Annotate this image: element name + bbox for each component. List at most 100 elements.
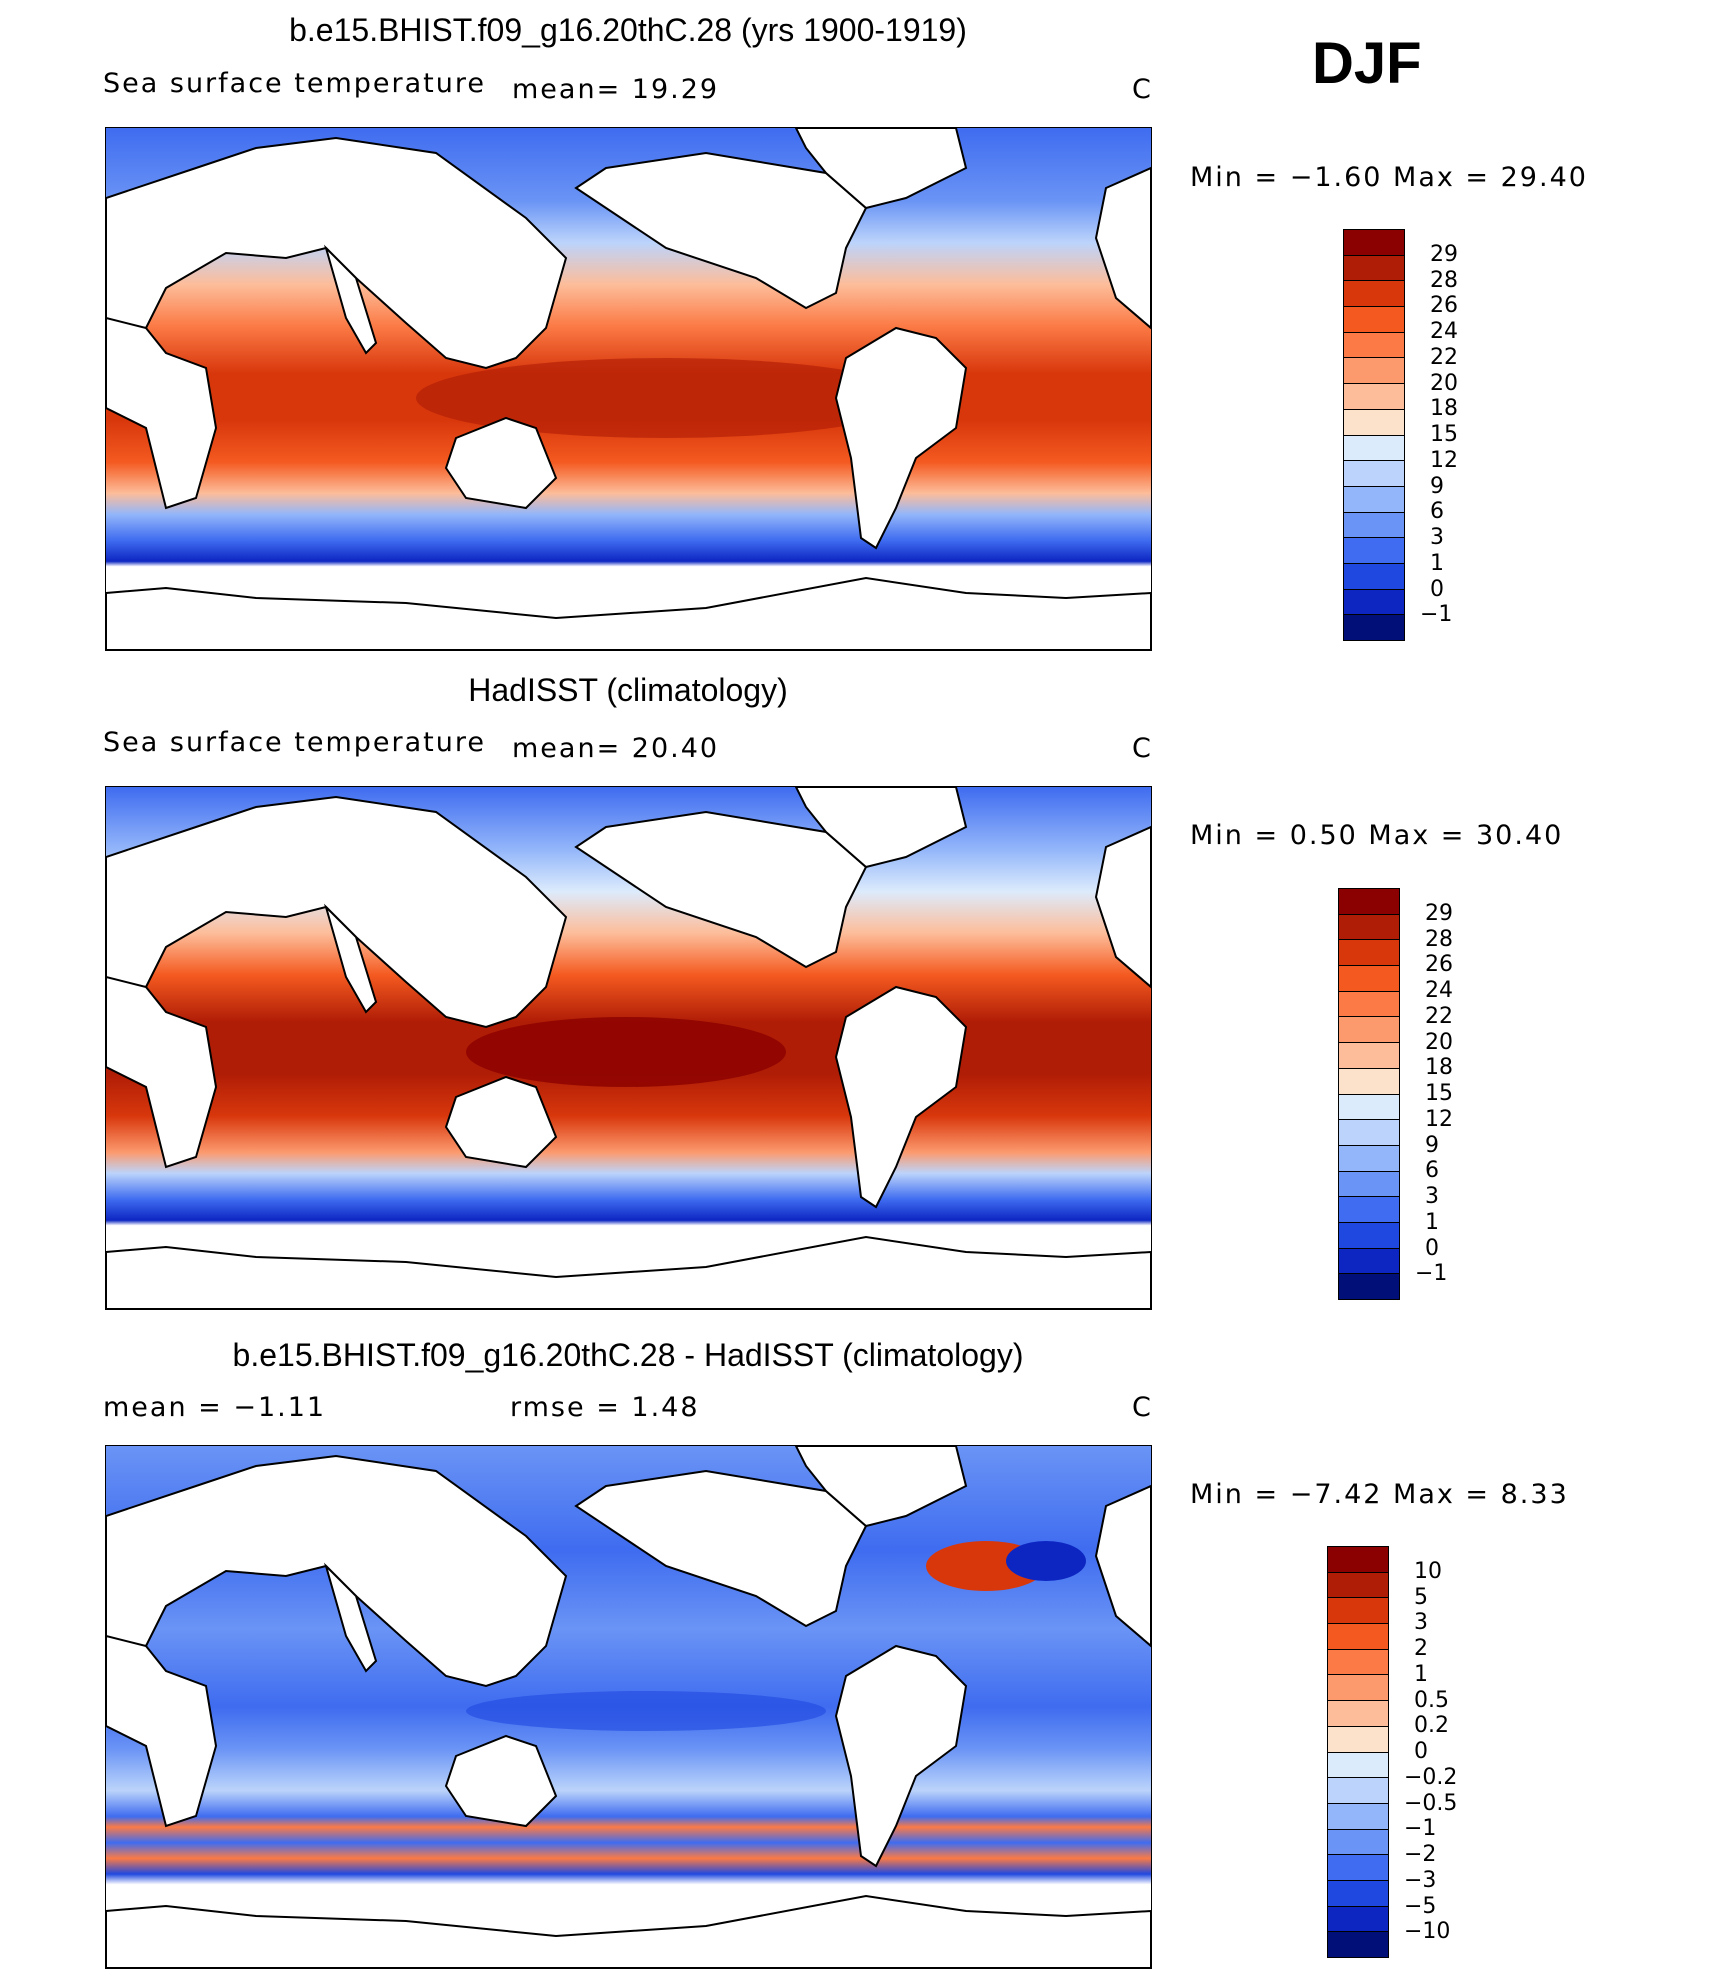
colorbar-tick-label: 0	[1430, 576, 1444, 602]
panel-title: HadISST (climatology)	[468, 672, 788, 708]
colorbar-box	[1344, 615, 1404, 640]
sst-map	[105, 127, 1152, 651]
colorbar-box	[1339, 1068, 1399, 1095]
colorbar-box	[1339, 1120, 1399, 1146]
colorbar-tick-label: 5	[1414, 1584, 1428, 1610]
colorbar-box	[1328, 1829, 1388, 1856]
panel-title: b.e15.BHIST.f09_g16.20thC.28 - HadISST (…	[232, 1337, 1024, 1373]
colorbar-box	[1339, 991, 1399, 1018]
colorbar-box	[1328, 1880, 1388, 1907]
colorbar-box	[1328, 1701, 1388, 1727]
colorbar-tick-label: 22	[1425, 1003, 1453, 1029]
colorbar-box	[1328, 1675, 1388, 1702]
colorbar-tick-label: 18	[1425, 1055, 1453, 1081]
colorbar-box	[1344, 332, 1404, 359]
colorbar-tick-label: 24	[1430, 319, 1458, 344]
colorbar-box	[1328, 1624, 1388, 1650]
colorbar-tick-label: 20	[1430, 370, 1458, 396]
colorbar-box	[1344, 435, 1404, 462]
colorbar-tick-label: 0	[1414, 1739, 1428, 1764]
colorbar-tick-label: 0.2	[1414, 1713, 1449, 1739]
colorbar-tick-label: 0	[1425, 1235, 1439, 1261]
colorbar-box	[1339, 1171, 1399, 1198]
colorbar-tick-label: −0.2	[1404, 1764, 1458, 1790]
units-label: C	[1132, 733, 1153, 764]
stat-mean: mean= 19.29	[512, 74, 720, 105]
colorbar-tick-label: 29	[1425, 900, 1453, 926]
colorbar-tick-label: 1	[1430, 550, 1444, 576]
minmax-label: Min = 0.50 Max = 30.40	[1190, 820, 1564, 851]
colorbar-box	[1344, 409, 1404, 436]
colorbar-box	[1339, 1274, 1399, 1299]
colorbar-box	[1328, 1726, 1388, 1753]
stat-mean: mean= 20.40	[512, 733, 720, 764]
colorbar-box	[1339, 966, 1399, 992]
colorbar-tick-label: 22	[1430, 344, 1458, 370]
colorbar-tick-label: 6	[1430, 499, 1444, 525]
colorbar-box	[1344, 230, 1404, 256]
colorbar-box	[1328, 1855, 1388, 1881]
colorbar-box	[1339, 1043, 1399, 1069]
colorbar-box	[1328, 1752, 1388, 1779]
colorbar-box	[1328, 1598, 1388, 1625]
colorbar-box	[1328, 1649, 1388, 1676]
colorbar-tick-label: 9	[1425, 1132, 1439, 1158]
minmax-label: Min = −7.42 Max = 8.33	[1190, 1479, 1569, 1510]
colorbar-tick-label: 26	[1425, 952, 1453, 978]
colorbar-tick-label: −10	[1404, 1919, 1451, 1945]
colorbar-box	[1344, 461, 1404, 487]
colorbar-tick-label: −5	[1404, 1893, 1437, 1919]
colorbar-tick-label: 9	[1430, 473, 1444, 499]
sst-map	[105, 786, 1152, 1310]
panel-title: b.e15.BHIST.f09_g16.20thC.28 (yrs 1900-1…	[289, 12, 967, 48]
colorbar-tick-label: 20	[1425, 1029, 1453, 1055]
colorbar-box	[1344, 512, 1404, 539]
colorbar-tick-label: 28	[1430, 267, 1458, 293]
colorbar-box	[1328, 1803, 1388, 1830]
colorbar-box	[1344, 563, 1404, 590]
minmax-label: Min = −1.60 Max = 29.40	[1190, 162, 1588, 193]
colorbar-tick-label: 0.5	[1414, 1687, 1449, 1713]
colorbar-box	[1344, 358, 1404, 385]
colorbar-tick-label: 2	[1414, 1636, 1428, 1661]
colorbar-tick-label: 15	[1425, 1081, 1453, 1106]
units-label: C	[1132, 1392, 1153, 1423]
colorbar-tick-label: 24	[1425, 978, 1453, 1003]
colorbar-box	[1339, 1222, 1399, 1249]
colorbar-ticks: 10 5 3 2 1 0.5 0.2 0 −0.2 −0.5 −1 −2 −3 −5 −10	[1404, 1546, 1474, 1956]
colorbar-box	[1328, 1906, 1388, 1933]
sst-diff-map	[105, 1445, 1152, 1969]
colorbar-tick-label: −3	[1404, 1867, 1437, 1893]
colorbar-box	[1328, 1572, 1388, 1599]
colorbar-tick-label: 1	[1425, 1209, 1439, 1235]
colorbar-tick-label: −1	[1415, 1261, 1448, 1287]
stat-rmse: rmse = 1.48	[510, 1392, 700, 1423]
colorbar-box	[1339, 940, 1399, 967]
colorbar-box	[1339, 1017, 1399, 1044]
colorbar-tick-label: 28	[1425, 926, 1453, 952]
colorbar-tick-label: 12	[1425, 1106, 1453, 1132]
colorbar-box	[1339, 1145, 1399, 1172]
colorbar	[1327, 1546, 1389, 1958]
colorbar-tick-label: 3	[1425, 1184, 1439, 1209]
colorbar-box	[1339, 1094, 1399, 1121]
colorbar-tick-label: 18	[1430, 396, 1458, 422]
colorbar-box	[1344, 384, 1404, 410]
season-label: DJF	[1312, 31, 1422, 96]
colorbar	[1338, 888, 1400, 1300]
colorbar-box	[1344, 307, 1404, 333]
colorbar	[1343, 229, 1405, 641]
stat-mean: mean = −1.11	[103, 1392, 327, 1423]
colorbar-box	[1344, 538, 1404, 564]
colorbar-tick-label: 1	[1414, 1661, 1428, 1687]
colorbar-tick-label: −1	[1404, 1816, 1437, 1842]
colorbar-tick-label: 6	[1425, 1158, 1439, 1184]
colorbar-box	[1328, 1547, 1388, 1573]
colorbar-tick-label: 15	[1430, 422, 1458, 447]
colorbar-box	[1344, 281, 1404, 308]
colorbar-tick-label: −1	[1420, 602, 1453, 628]
colorbar-tick-label: 3	[1414, 1610, 1428, 1636]
colorbar-box	[1339, 1248, 1399, 1275]
colorbar-ticks: 29 28 26 24 22 20 18 15 12 9 6 3 1 0 −1	[1415, 888, 1475, 1298]
units-label: C	[1132, 74, 1153, 105]
